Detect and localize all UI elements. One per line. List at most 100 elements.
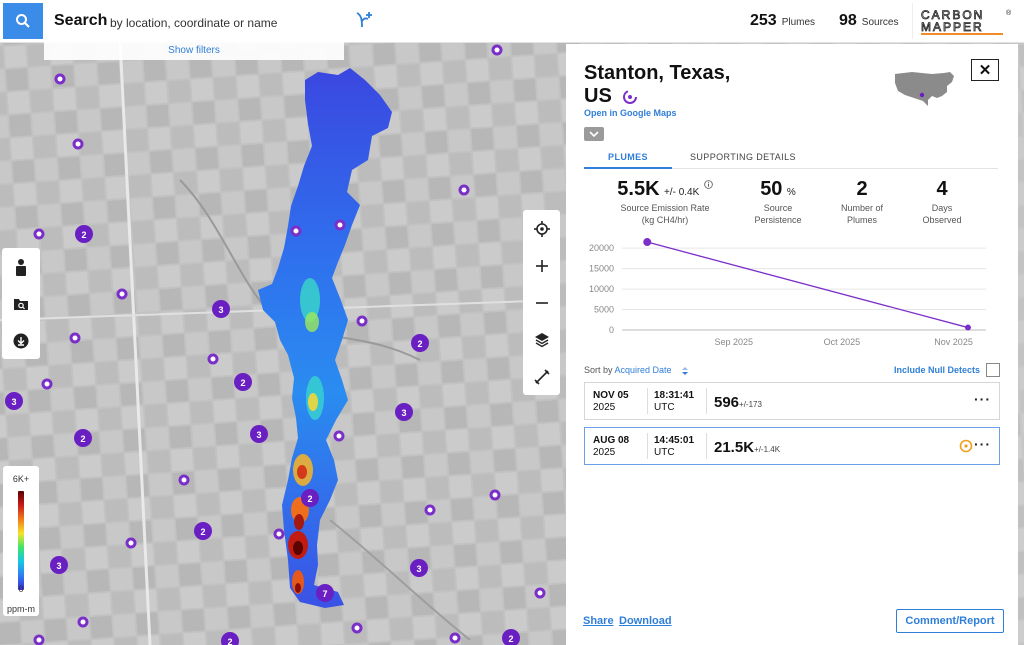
cluster-markers[interactable]: 2 3 2 2 3 3 2 2 2 3 3 7 2 2 3 (5, 225, 520, 645)
sources-count-label: Sources (861, 17, 899, 28)
minus-icon (536, 301, 548, 304)
source-marker (334, 219, 346, 231)
download-button[interactable] (2, 322, 40, 359)
source-marker (290, 225, 302, 237)
search-input[interactable]: by location, coordinate or name (110, 16, 278, 30)
crosshair-icon (534, 220, 550, 237)
cluster-marker: 3 (410, 559, 428, 577)
location-title-line1: Stanton, Texas, (584, 62, 731, 84)
measure-button[interactable] (523, 358, 561, 395)
source-marker (489, 489, 501, 501)
search-title[interactable]: Search (54, 12, 108, 29)
close-button[interactable]: ✕ (971, 59, 999, 81)
emission-rate-label: Source Emission Rate (620, 203, 710, 213)
folder-search-button[interactable] (2, 285, 40, 322)
number-of-plumes-label1: Number of (840, 203, 884, 213)
plus-icon (536, 259, 548, 272)
plume-time: 18:31:41 UTC (654, 390, 694, 414)
svg-text:2: 2 (80, 434, 85, 444)
emission-chart: 0 5000 10000 15000 20000 Sep 2025 Oct 2025 Nov … (589, 238, 986, 347)
search-button[interactable] (3, 3, 43, 39)
stat-emission-rate: 5.5K +/- 0.4K Source Emission Rate (kg C… (600, 178, 730, 225)
divider (647, 388, 648, 414)
chart-y-tick-label: 5000 (594, 305, 614, 315)
show-filters-link[interactable]: Show filters (44, 42, 344, 60)
number-of-plumes-value: 2 (856, 178, 868, 200)
download-icon (13, 333, 29, 348)
cluster-marker: 3 (5, 392, 23, 410)
ruler-icon (534, 368, 550, 385)
plume-clock: 14:45:01 (654, 435, 695, 446)
plume-clock: 18:31:41 (654, 390, 695, 401)
sort-arrows-icon[interactable] (680, 366, 690, 376)
source-marker (33, 228, 45, 240)
stat-days-observed: 4 Days Observed (910, 178, 974, 225)
sources-count-value: 98 (839, 12, 857, 29)
days-observed-label1: Days (931, 203, 953, 213)
source-markers[interactable] (33, 44, 674, 645)
share-link[interactable]: Share (583, 615, 614, 627)
source-marker (41, 378, 53, 390)
source-marker (449, 632, 461, 644)
source-marker (72, 138, 84, 150)
person-button[interactable] (2, 248, 40, 285)
tab-supporting-details[interactable]: SUPPORTING DETAILS (690, 152, 796, 162)
locate-button[interactable] (523, 210, 561, 247)
include-null-detects-label: Include Null Detects (893, 365, 980, 375)
detail-tabs: PLUMES SUPPORTING DETAILS (584, 148, 998, 169)
svg-text:2: 2 (508, 634, 513, 644)
us-locator-map (895, 72, 954, 106)
plume-emission: 596+/-173 (714, 394, 762, 411)
plume-source-icon (623, 89, 638, 104)
close-icon: ✕ (978, 62, 992, 79)
source-marker (54, 73, 66, 85)
target-icon[interactable] (959, 439, 973, 453)
carbon-mapper-logo[interactable]: CARBON MAPPER ® (912, 3, 1019, 39)
cluster-marker: 2 (411, 334, 429, 352)
chart-y-tick-label: 15000 (589, 264, 614, 274)
plume-emission-uncertainty: +/-1.4K (754, 445, 781, 454)
plumes-count-value: 253 (750, 12, 777, 29)
download-link[interactable]: Download (619, 615, 672, 627)
route-tool-icon[interactable] (354, 10, 374, 30)
chart-x-tick-label: Nov 2025 (934, 337, 973, 347)
svg-text:2: 2 (227, 637, 232, 645)
plume-card[interactable]: NOV 05 2025 18:31:41 UTC 596+/-173 ··· (584, 382, 1000, 420)
plume-time: 14:45:01 UTC (654, 435, 694, 459)
emission-rate-value: 5.5K (617, 178, 660, 200)
source-marker (77, 616, 89, 628)
svg-text:3: 3 (256, 430, 261, 440)
info-icon[interactable] (703, 180, 713, 189)
svg-text:7: 7 (322, 589, 327, 599)
plume-emission-value: 596 (714, 394, 740, 411)
expand-button[interactable] (584, 127, 604, 141)
tab-plumes[interactable]: PLUMES (584, 152, 672, 169)
cluster-marker: 7 (316, 584, 334, 602)
persistence-value: 50 (760, 178, 783, 200)
sort-control[interactable]: Sort by Acquired Date (584, 365, 690, 376)
comment-report-button[interactable]: Comment/Report (896, 609, 1004, 633)
legend-min: 0 (18, 584, 24, 594)
chart-data-point (964, 324, 971, 331)
source-marker (33, 634, 45, 645)
days-observed-value: 4 (936, 178, 948, 200)
cluster-marker: 2 (502, 629, 520, 645)
sort-field[interactable]: Acquired Date (614, 365, 672, 375)
source-detail-panel: Stanton, Texas, US Open in Google Maps ✕… (566, 44, 1018, 600)
more-options-icon[interactable]: ··· (974, 391, 991, 407)
plume-date: NOV 05 2025 (593, 390, 629, 414)
open-google-maps-link[interactable]: Open in Google Maps (584, 108, 677, 118)
chevron-down-icon (589, 131, 599, 137)
more-options-icon[interactable]: ··· (974, 436, 991, 452)
chart-data-point (643, 238, 652, 247)
layers-button[interactable] (523, 321, 561, 358)
zoom-in-button[interactable] (523, 247, 561, 284)
source-marker (356, 315, 368, 327)
zoom-out-button[interactable] (523, 284, 561, 321)
source-marker (333, 430, 345, 442)
source-marker (125, 537, 137, 549)
plume-card-selected[interactable]: AUG 08 2025 14:45:01 UTC 21.5K+/-1.4K ··· (584, 427, 1000, 465)
stat-persistence: 50 % Source Persistence (742, 178, 814, 225)
include-null-detects-checkbox[interactable] (986, 363, 1000, 377)
cluster-marker: 2 (301, 489, 319, 507)
